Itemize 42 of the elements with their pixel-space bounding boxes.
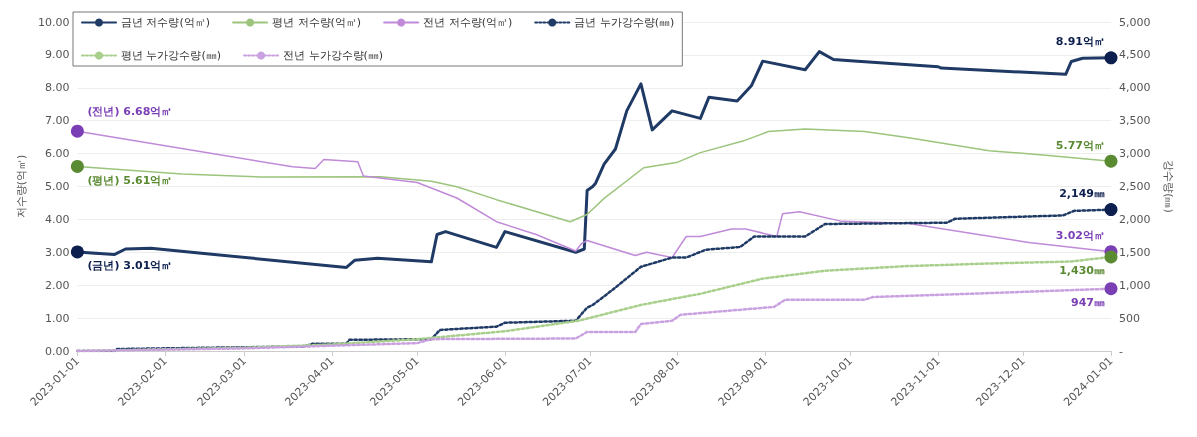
- legend-label: 금년 저수량(억㎥): [121, 16, 211, 29]
- data-label: (금년) 3.01억㎥: [87, 259, 173, 273]
- data-label: 3.02억㎥: [1055, 229, 1105, 243]
- point: [1104, 203, 1118, 217]
- y-tick-label: 1.00: [44, 311, 70, 325]
- y2-tick-label: 1,000: [1119, 278, 1151, 292]
- data-label: 947㎜: [1071, 296, 1105, 310]
- data-label: 8.91억㎥: [1055, 35, 1105, 49]
- y-tick-label: 3.00: [44, 245, 70, 259]
- y2-tick-label: 4,500: [1119, 48, 1151, 62]
- y2-tick-label: 4,000: [1119, 81, 1151, 95]
- legend-label: 전년 저수량(억㎥): [423, 16, 513, 29]
- y-tick-label: 6.00: [44, 147, 70, 161]
- data-label: (전년) 6.68억㎥: [87, 104, 173, 118]
- y2-tick-label: 3,000: [1119, 147, 1151, 161]
- legend-label: 금년 누가강수량(㎜): [574, 16, 675, 29]
- y-tick-label: 5.00: [44, 180, 70, 193]
- point: [70, 245, 84, 259]
- y-tick-label: 8.00: [44, 81, 70, 95]
- y-axis-title: 저수량(억㎥): [15, 154, 28, 219]
- data-label: (평년) 5.61억㎥: [87, 173, 173, 187]
- y-tick-label: 9.00: [44, 48, 70, 62]
- y2-tick-label: 3,500: [1119, 114, 1151, 128]
- y2-tick-label: 1,500: [1119, 245, 1151, 259]
- data-label: 2,149㎜: [1059, 187, 1105, 201]
- data-label: 5.77억㎥: [1055, 138, 1105, 152]
- y2-tick-label: 2,000: [1119, 212, 1151, 226]
- y-tick-label: 2.00: [44, 278, 70, 292]
- y2-tick-label: 500: [1119, 311, 1140, 325]
- legend-label: 평년 저수량(억㎥): [272, 16, 362, 29]
- y-tick-label: 7.00: [44, 114, 70, 128]
- y2-tick-label: 2,500: [1119, 180, 1151, 193]
- y-tick-label: 10.00: [37, 15, 70, 29]
- legend-label: 전년 누가강수량(㎜): [283, 49, 384, 62]
- legend-label: 평년 누가강수량(㎜): [121, 49, 222, 62]
- data-label: 1,430㎜: [1059, 264, 1105, 278]
- y-tick-label: 4.00: [44, 212, 70, 226]
- point: [1104, 51, 1118, 65]
- y2-axis-title: 강수량(㎜): [1162, 160, 1175, 213]
- y-tick-label: 0.00: [44, 344, 70, 358]
- y2-tick-label: -: [1119, 344, 1123, 358]
- y2-tick-label: 5,000: [1119, 15, 1151, 29]
